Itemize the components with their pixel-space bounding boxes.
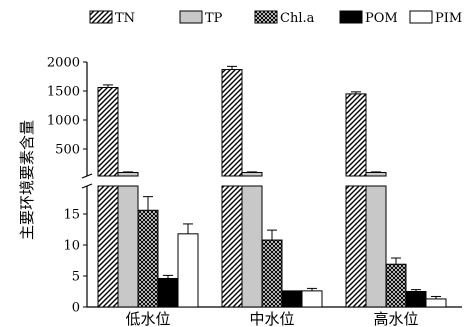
legend-swatch [254, 10, 278, 24]
y-tick-label: 0 [72, 301, 80, 316]
bar-break-gap [241, 177, 263, 185]
bar-pim-0 [177, 233, 199, 308]
legend-swatch [179, 10, 203, 24]
legend-label: TN [115, 11, 135, 26]
y-tick-label: 1000 [47, 114, 80, 129]
legend-item-chla: Chl.a [254, 10, 315, 26]
legend-label: Chl.a [280, 11, 315, 26]
bar-tp-2 [365, 185, 387, 308]
axis-break-mark [81, 183, 93, 189]
tick-labels: 500 1000 1500 2000 0 5 10 15 低水位 中水位 高水位 [47, 56, 419, 327]
bar-tp-0 [117, 185, 139, 308]
bar-pim-1 [301, 290, 323, 308]
bar-break-gap [365, 177, 387, 185]
axis-break-mark [81, 173, 93, 179]
bar-break-gap [97, 177, 119, 185]
legend-item-pim: PIM [409, 10, 462, 26]
bar-tn-2 [345, 185, 367, 308]
bar-pom-1 [281, 290, 303, 308]
bar-break-gap [345, 177, 367, 185]
legend: TN TP Chl.a POM PIM [89, 10, 462, 26]
legend-label: TP [205, 11, 223, 26]
x-category-label: 高水位 [373, 310, 418, 327]
legend-swatch [89, 10, 113, 24]
bar-break-gap [221, 177, 243, 185]
bar-tp-2-upper [365, 171, 387, 177]
bar-chla-0 [137, 209, 159, 308]
y-tick-label: 10 [63, 239, 80, 254]
bar-tp-1 [241, 185, 263, 308]
y-axis-title: 主要环境要素含量 [18, 120, 36, 240]
y-tick-label: 5 [72, 270, 80, 285]
legend-swatch [339, 10, 363, 24]
bar-break-gap [117, 177, 139, 185]
bar-tp-0-upper [117, 171, 139, 177]
bar-tn-1-upper [221, 69, 243, 177]
x-category-label: 中水位 [249, 310, 294, 327]
legend-swatch [409, 10, 433, 24]
bar-chla-1 [261, 239, 283, 308]
y-tick-label: 500 [55, 143, 80, 158]
y-tick-label: 15 [63, 208, 80, 223]
y-tick-label: 1500 [47, 85, 80, 100]
bar-tn-1 [221, 185, 243, 308]
legend-item-tn: TN [89, 10, 135, 26]
legend-label: POM [365, 11, 398, 26]
bar-pom-2 [405, 291, 427, 308]
bar-tn-2-upper [345, 93, 367, 177]
bars [97, 65, 447, 308]
bar-tp-1-upper [241, 171, 263, 177]
legend-label: PIM [435, 11, 462, 26]
y-tick-label: 2000 [47, 56, 80, 71]
x-category-label: 低水位 [125, 310, 170, 327]
bar-pom-0 [157, 277, 179, 308]
bar-tn-0 [97, 185, 119, 308]
legend-item-tp: TP [179, 10, 223, 26]
bar-chla-2 [385, 263, 407, 308]
bar-pim-2 [425, 298, 447, 308]
legend-item-pom: POM [339, 10, 398, 26]
bar-tn-0-upper [97, 87, 119, 177]
